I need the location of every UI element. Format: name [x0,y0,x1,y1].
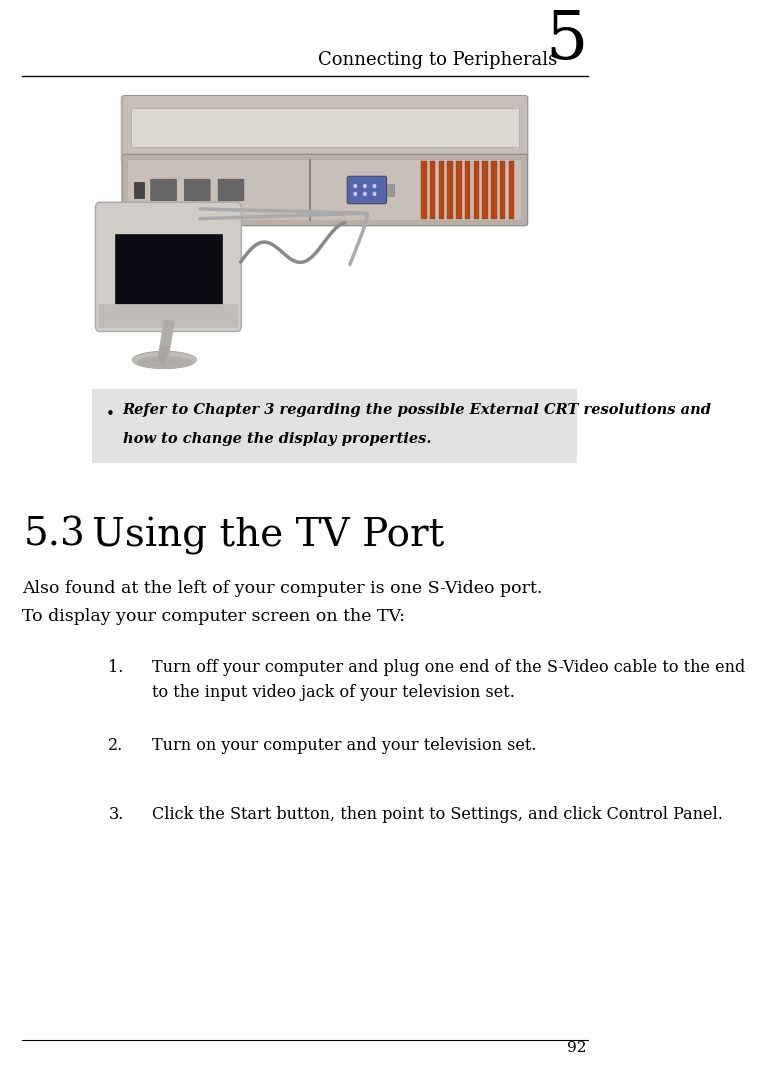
Ellipse shape [132,351,196,368]
FancyBboxPatch shape [99,304,238,327]
Bar [134,182,144,198]
Circle shape [364,193,366,195]
FancyBboxPatch shape [151,179,177,200]
Bar [456,162,462,219]
Bar [508,162,514,219]
Text: to the input video jack of your television set.: to the input video jack of your televisi… [152,684,515,701]
Bar [438,162,444,219]
Circle shape [354,193,356,195]
Bar [92,390,578,463]
Bar [129,160,521,220]
Bar [131,108,519,148]
Text: 92: 92 [567,1041,586,1055]
FancyBboxPatch shape [95,202,241,332]
Text: how to change the display properties.: how to change the display properties. [123,433,431,447]
FancyBboxPatch shape [120,97,530,162]
Bar [473,162,479,219]
Circle shape [374,193,376,195]
Bar [387,184,393,196]
FancyBboxPatch shape [184,179,210,200]
Text: Refer to Chapter 3 regarding the possible External CRT resolutions and: Refer to Chapter 3 regarding the possibl… [123,403,712,417]
Bar [447,162,453,219]
Bar [430,162,435,219]
Bar [500,162,505,219]
Text: Click the Start button, then point to Settings, and click Control Panel.: Click the Start button, then point to Se… [152,806,723,823]
Bar [465,162,470,219]
Bar [309,159,311,221]
Circle shape [364,184,366,187]
Bar [491,162,497,219]
Text: Turn off your computer and plug one end of the S-Video cable to the end: Turn off your computer and plug one end … [152,659,746,675]
Text: 5.3: 5.3 [24,517,86,554]
Text: 5: 5 [546,8,587,73]
Text: 3.: 3. [108,806,123,823]
FancyBboxPatch shape [122,154,527,226]
Text: 2.: 2. [108,737,123,754]
FancyBboxPatch shape [347,177,387,204]
Text: Connecting to Peripherals: Connecting to Peripherals [318,51,557,69]
Text: Also found at the left of your computer is one S-Video port.: Also found at the left of your computer … [23,581,543,598]
FancyBboxPatch shape [218,179,244,200]
Text: 1.: 1. [108,659,123,675]
Text: Using the TV Port: Using the TV Port [92,517,444,555]
Text: Turn on your computer and your television set.: Turn on your computer and your televisio… [152,737,537,754]
Circle shape [374,184,376,187]
FancyBboxPatch shape [122,96,527,157]
Text: To display your computer screen on the TV:: To display your computer screen on the T… [23,607,406,625]
Bar [115,234,222,306]
Ellipse shape [136,356,193,367]
Circle shape [354,184,356,187]
Bar [421,162,427,219]
Text: •: • [106,407,114,422]
Bar [482,162,488,219]
